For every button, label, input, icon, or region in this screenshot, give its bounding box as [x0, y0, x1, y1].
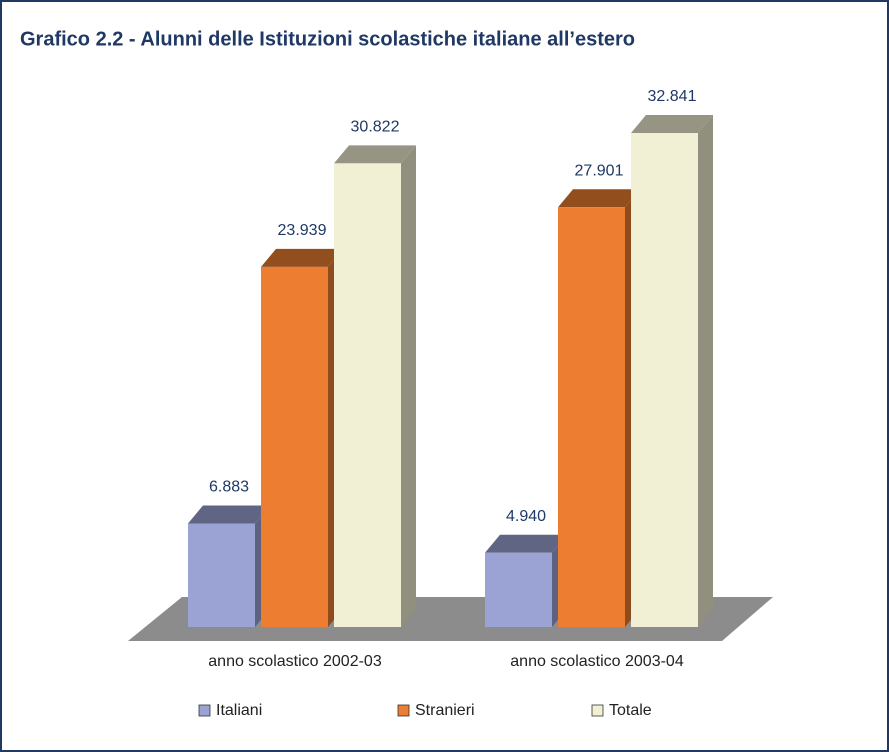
bar-front: [485, 552, 552, 627]
legend-label: Stranieri: [415, 702, 475, 719]
bar-top: [558, 189, 640, 208]
bar: [631, 115, 713, 627]
bar: [558, 189, 640, 627]
data-label: 32.841: [648, 88, 697, 105]
data-label: 30.822: [351, 119, 400, 136]
bar-front: [334, 163, 401, 627]
bar-front: [558, 207, 625, 627]
legend-swatch: [198, 704, 211, 717]
bar-side: [698, 115, 713, 627]
data-label: 6.883: [209, 479, 249, 496]
bar: [261, 248, 343, 627]
bar-side: [401, 145, 416, 627]
x-tick-label: anno scolastico 2002-03: [208, 653, 382, 670]
bar-top: [188, 505, 270, 524]
bar: [188, 505, 270, 627]
bar-top: [485, 534, 567, 553]
data-label: 4.940: [506, 508, 546, 525]
bar: [334, 145, 416, 627]
legend-label: Italiani: [216, 702, 262, 719]
bar-top: [261, 248, 343, 267]
x-tick-label: anno scolastico 2003-04: [510, 653, 684, 670]
chart-title: Grafico 2.2 - Alunni delle Istituzioni s…: [20, 28, 635, 50]
legend-swatch: [591, 704, 604, 717]
bar-front: [261, 266, 328, 627]
legend-label: Totale: [609, 702, 652, 719]
bar-top: [631, 115, 713, 133]
bar: [485, 534, 567, 627]
legend-swatch: [397, 704, 410, 717]
bar-front: [188, 523, 255, 627]
bar-front: [631, 133, 698, 627]
data-label: 27.901: [575, 163, 624, 180]
data-label: 23.939: [278, 222, 327, 239]
bar-top: [334, 145, 416, 164]
